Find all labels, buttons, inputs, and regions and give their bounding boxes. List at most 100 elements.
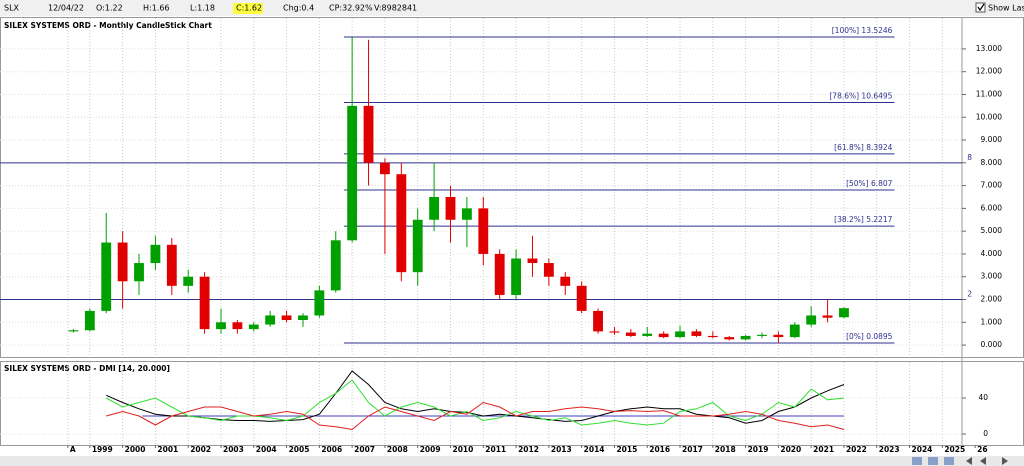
x-tick-label: 2015 [616,445,637,454]
x-tick-label: 2010 [453,445,474,454]
close: C:1.62 [236,4,262,13]
change-pct: CP:32.92% [329,4,373,13]
fib-level-label: [78.6%] 10.6495 [829,91,892,100]
x-tick-label: 2007 [354,445,375,454]
candle-body [363,105,374,163]
nav-button[interactable] [928,457,938,465]
dmi-line [105,379,845,426]
candle-body [576,285,587,311]
x-tick-label: 2020 [780,445,801,454]
x-tick-label: 2018 [715,445,736,454]
nav-button[interactable] [944,457,954,465]
x-tick-label: 2011 [485,445,506,454]
candle-body [822,315,833,318]
candle-body [183,276,194,286]
candle-body [757,334,767,336]
candle-body [314,290,325,316]
x-tick-label: 2009 [420,445,441,454]
candle-body [724,337,735,340]
x-tick-label: 1999 [92,445,113,454]
y-tick-label: 40 [978,393,988,402]
candle-body [412,219,423,273]
high: H:1.66 [143,4,170,13]
date: 12/04/22 [48,4,84,13]
scrollbar[interactable] [0,456,1024,466]
candle-body [117,242,128,282]
candle-body [593,310,603,332]
candle-body [281,315,292,321]
candle-body [199,276,210,330]
x-tick-label: 2005 [289,445,310,454]
x-tick-label: 2001 [157,445,178,454]
dmi-panel [0,361,1024,446]
y-tick-label: 10.000 [976,112,1002,121]
x-tick-label: 2002 [190,445,211,454]
candle-body [560,276,571,286]
candle-body [740,335,751,340]
symbol: SLX [4,4,20,13]
candle-body [101,242,112,311]
show-last-label[interactable]: Show Last [988,4,1024,13]
fib-level-label: [100%] 13.5246 [832,26,893,35]
candle-body [216,322,226,330]
candle-body [461,208,472,220]
candle-body [150,244,161,264]
fib-level-label: [61.8%] 8.3924 [834,143,893,152]
change: Chg:0.4 [283,4,314,13]
price-title: SILEX SYSTEMS ORD - Monthly CandleStick … [4,21,212,30]
x-tick-label: 26 [977,445,987,454]
x-tick-label: 2022 [846,445,867,454]
nav-button[interactable] [912,457,922,465]
candle-body [380,162,390,175]
candle-body [494,253,505,295]
candle-body [511,258,522,295]
x-tick-label: 2014 [584,445,605,454]
dmi-line [106,401,845,431]
x-tick-label: 2008 [387,445,408,454]
x-tick-label: 2023 [879,445,900,454]
y-tick-label: 12.000 [976,67,1002,76]
dmi-line [105,370,845,424]
candle-body [330,240,341,291]
x-tick-label: 2006 [321,445,342,454]
dmi-title: SILEX SYSTEMS ORD - DMI [14, 20.000] [4,364,170,373]
x-tick-label: 2017 [682,445,703,454]
candle-body [609,331,620,333]
x-tick-label: 2016 [649,445,670,454]
candle-body [625,332,636,336]
candle-body [265,315,276,325]
y-tick-label: 4.000 [981,249,1003,258]
horizontal-line-label: 8 [967,153,972,162]
y-tick-label: 11.000 [976,89,1002,98]
candle-body [445,196,456,220]
y-tick-label: 0 [983,429,988,438]
candle-body [658,333,669,338]
y-tick-label: 3.000 [981,272,1003,281]
candle-body [248,324,259,330]
candle-body [166,244,177,286]
candle-body [691,331,702,336]
open: O:1.22 [96,4,123,13]
y-tick-label: 7.000 [981,181,1003,190]
candle-body [298,315,308,321]
candle-body [396,174,407,273]
close-highlight [233,3,263,14]
candle-body [84,310,95,331]
y-tick-label: 2.000 [981,295,1003,304]
candle-body [429,196,440,220]
candle-body [839,308,849,318]
candle-body [806,315,817,325]
x-tick-label: 2003 [223,445,244,454]
x-tick-label: 2013 [551,445,572,454]
candle-body [675,331,685,338]
show-last-checkbox[interactable] [975,2,986,13]
price-panel [0,17,1024,358]
x-tick-label: A [70,445,76,454]
y-tick-label: 8.000 [981,158,1003,167]
candle-body [707,335,718,338]
candle-body [134,263,144,282]
candle-body [68,330,79,332]
x-tick-label: 2012 [518,445,539,454]
x-tick-label: 2019 [748,445,769,454]
